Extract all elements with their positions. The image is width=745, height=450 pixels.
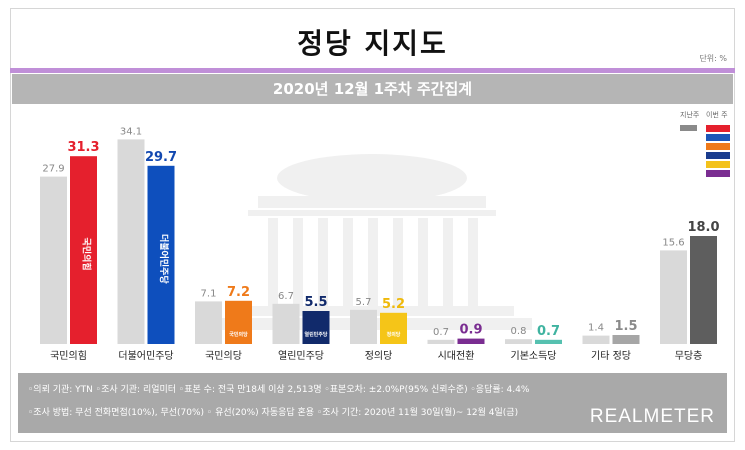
data-label-previous: 34.1 [120, 126, 142, 137]
bar-previous-week [582, 335, 610, 344]
data-label-previous: 5.7 [356, 297, 372, 308]
data-label-previous: 7.1 [201, 288, 217, 299]
bar-previous-week [195, 301, 222, 344]
data-label-previous: 0.7 [433, 327, 449, 338]
bar-current-week [690, 236, 717, 344]
bar-current-week [302, 311, 330, 344]
accent-divider [10, 68, 735, 73]
legend-swatch [706, 134, 730, 141]
party-logo-2: 국민의당 [229, 331, 248, 338]
bar-current-week [457, 338, 485, 344]
category-label: 국민의힘 [50, 350, 87, 362]
data-label-current: 0.7 [537, 324, 560, 339]
legend-swatch [706, 161, 730, 168]
assembly-building-watermark [214, 154, 532, 330]
bar-previous-week [117, 139, 145, 344]
party-logo-0: 국민의힘 [81, 238, 93, 271]
data-label-previous: 27.9 [42, 164, 64, 175]
data-label-previous: 1.4 [588, 323, 604, 334]
data-label-current: 7.2 [227, 285, 250, 300]
data-label-previous: 6.7 [278, 291, 294, 302]
chart-frame [10, 8, 735, 442]
bar-current-week [225, 300, 252, 344]
chart-subtitle: 2020년 12월 1주차 주간집계 [12, 74, 733, 104]
legend-swatch [706, 170, 730, 177]
legend-prev-swatch [680, 125, 697, 131]
page-title: 정당 지지도 [297, 27, 448, 60]
legend-swatch [706, 125, 730, 132]
party-logo-1: 더불어민주당 [158, 234, 170, 284]
bar-current-week [70, 156, 97, 344]
data-label-previous: 15.6 [662, 237, 684, 248]
bar-previous-week [660, 250, 687, 344]
unit-label: 단위: % [699, 54, 727, 63]
bar-previous-week [350, 309, 377, 344]
bar-previous-week [272, 303, 300, 344]
data-label-current: 5.5 [304, 295, 327, 310]
legend-swatch [706, 143, 730, 150]
bar-current-week [535, 339, 562, 344]
data-label-current: 18.0 [687, 220, 719, 235]
data-label-current: 29.7 [145, 150, 177, 165]
category-label: 국민의당 [205, 350, 242, 362]
bar-current-week [612, 335, 640, 344]
category-label: 더불어민주당 [118, 350, 173, 362]
category-label: 기타 정당 [591, 350, 631, 362]
chart-legend: 지난주 이번 주 [680, 110, 730, 185]
category-label: 무당층 [675, 350, 703, 362]
footer-notes: ◦의뢰 기관: YTN ◦조사 기관: 리얼미터 ◦표본 수: 전국 만18세 … [18, 373, 727, 433]
data-label-previous: 0.8 [511, 326, 527, 337]
data-label-current: 1.5 [614, 319, 637, 334]
footer-line-1: ◦의뢰 기관: YTN ◦조사 기관: 리얼미터 ◦표본 수: 전국 만18세 … [28, 385, 530, 395]
category-label: 정의당 [365, 350, 393, 362]
footer-line-2: ◦조사 방법: 무선 전화면접(10%), 무선(70%) ◦ 유선(20%) … [28, 408, 519, 418]
category-label: 기본소득당 [511, 350, 557, 362]
category-label: 열린민주당 [278, 350, 324, 362]
bar-current-week [147, 165, 175, 344]
bar-current-week [380, 312, 407, 344]
data-label-current: 5.2 [382, 297, 405, 312]
category-label: 시대전환 [438, 350, 475, 362]
legend-prev-label: 지난주 [680, 111, 700, 119]
legend-curr-label: 이번 주 [706, 111, 728, 119]
party-logo-3: 열린민주당 [304, 331, 327, 338]
bar-previous-week [505, 339, 532, 344]
bar-previous-week [427, 339, 455, 344]
party-logo-4: 정의당 [387, 331, 401, 338]
data-label-current: 31.3 [67, 140, 99, 155]
legend-swatch [706, 152, 730, 159]
data-label-current: 0.9 [459, 323, 482, 338]
realmeter-logo: REALMETER [589, 406, 715, 427]
bar-previous-week [40, 176, 67, 344]
